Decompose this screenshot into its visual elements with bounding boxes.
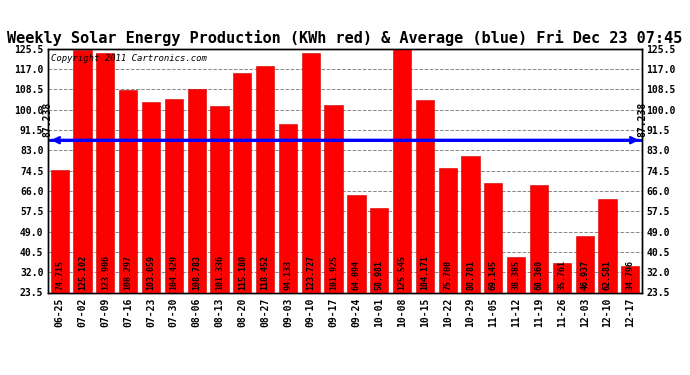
Text: 104.429: 104.429 [169,255,178,290]
Text: 115.180: 115.180 [238,255,247,290]
Bar [165,99,183,292]
Bar [621,266,640,292]
Bar [462,156,480,292]
Text: 123.727: 123.727 [306,255,315,290]
Text: 125.102: 125.102 [78,255,87,290]
Bar [598,199,617,292]
Text: 108.783: 108.783 [192,255,201,290]
Bar [324,105,343,292]
Bar [530,185,548,292]
Text: 80.781: 80.781 [466,260,475,290]
Bar [210,106,228,292]
Text: 118.452: 118.452 [261,255,270,290]
Text: 125.545: 125.545 [397,255,406,290]
Bar [553,263,571,292]
Text: 64.094: 64.094 [352,260,361,290]
Text: 104.171: 104.171 [420,255,429,290]
Text: 87.238: 87.238 [638,101,648,136]
Text: Copyright 2011 Cartronics.com: Copyright 2011 Cartronics.com [51,54,207,63]
Bar [347,195,366,292]
Text: 87.238: 87.238 [42,101,52,136]
Text: 101.925: 101.925 [329,255,338,290]
Text: 68.360: 68.360 [535,260,544,290]
Title: Weekly Solar Energy Production (KWh red) & Average (blue) Fri Dec 23 07:45: Weekly Solar Energy Production (KWh red)… [8,30,682,46]
Bar [188,89,206,292]
Text: 62.581: 62.581 [603,260,612,290]
Bar [302,53,320,292]
Text: 74.715: 74.715 [55,260,64,290]
Text: 69.145: 69.145 [489,260,498,290]
Text: 94.133: 94.133 [284,260,293,290]
Bar [393,49,411,292]
Text: 101.336: 101.336 [215,255,224,290]
Text: 35.761: 35.761 [558,260,566,290]
Text: 123.906: 123.906 [101,255,110,290]
Text: 38.385: 38.385 [512,260,521,290]
Text: 103.059: 103.059 [146,255,155,290]
Bar [256,66,274,292]
Bar [370,208,388,292]
Text: 34.796: 34.796 [626,260,635,290]
Bar [233,74,251,292]
Text: 75.700: 75.700 [443,260,452,290]
Text: 58.981: 58.981 [375,260,384,290]
Bar [484,183,502,292]
Bar [507,257,525,292]
Bar [575,237,594,292]
Bar [73,50,92,292]
Bar [416,100,434,292]
Bar [50,170,69,292]
Bar [439,168,457,292]
Text: 46.937: 46.937 [580,260,589,290]
Text: 108.297: 108.297 [124,255,132,290]
Bar [96,53,115,292]
Bar [142,102,160,292]
Bar [119,90,137,292]
Bar [279,124,297,292]
